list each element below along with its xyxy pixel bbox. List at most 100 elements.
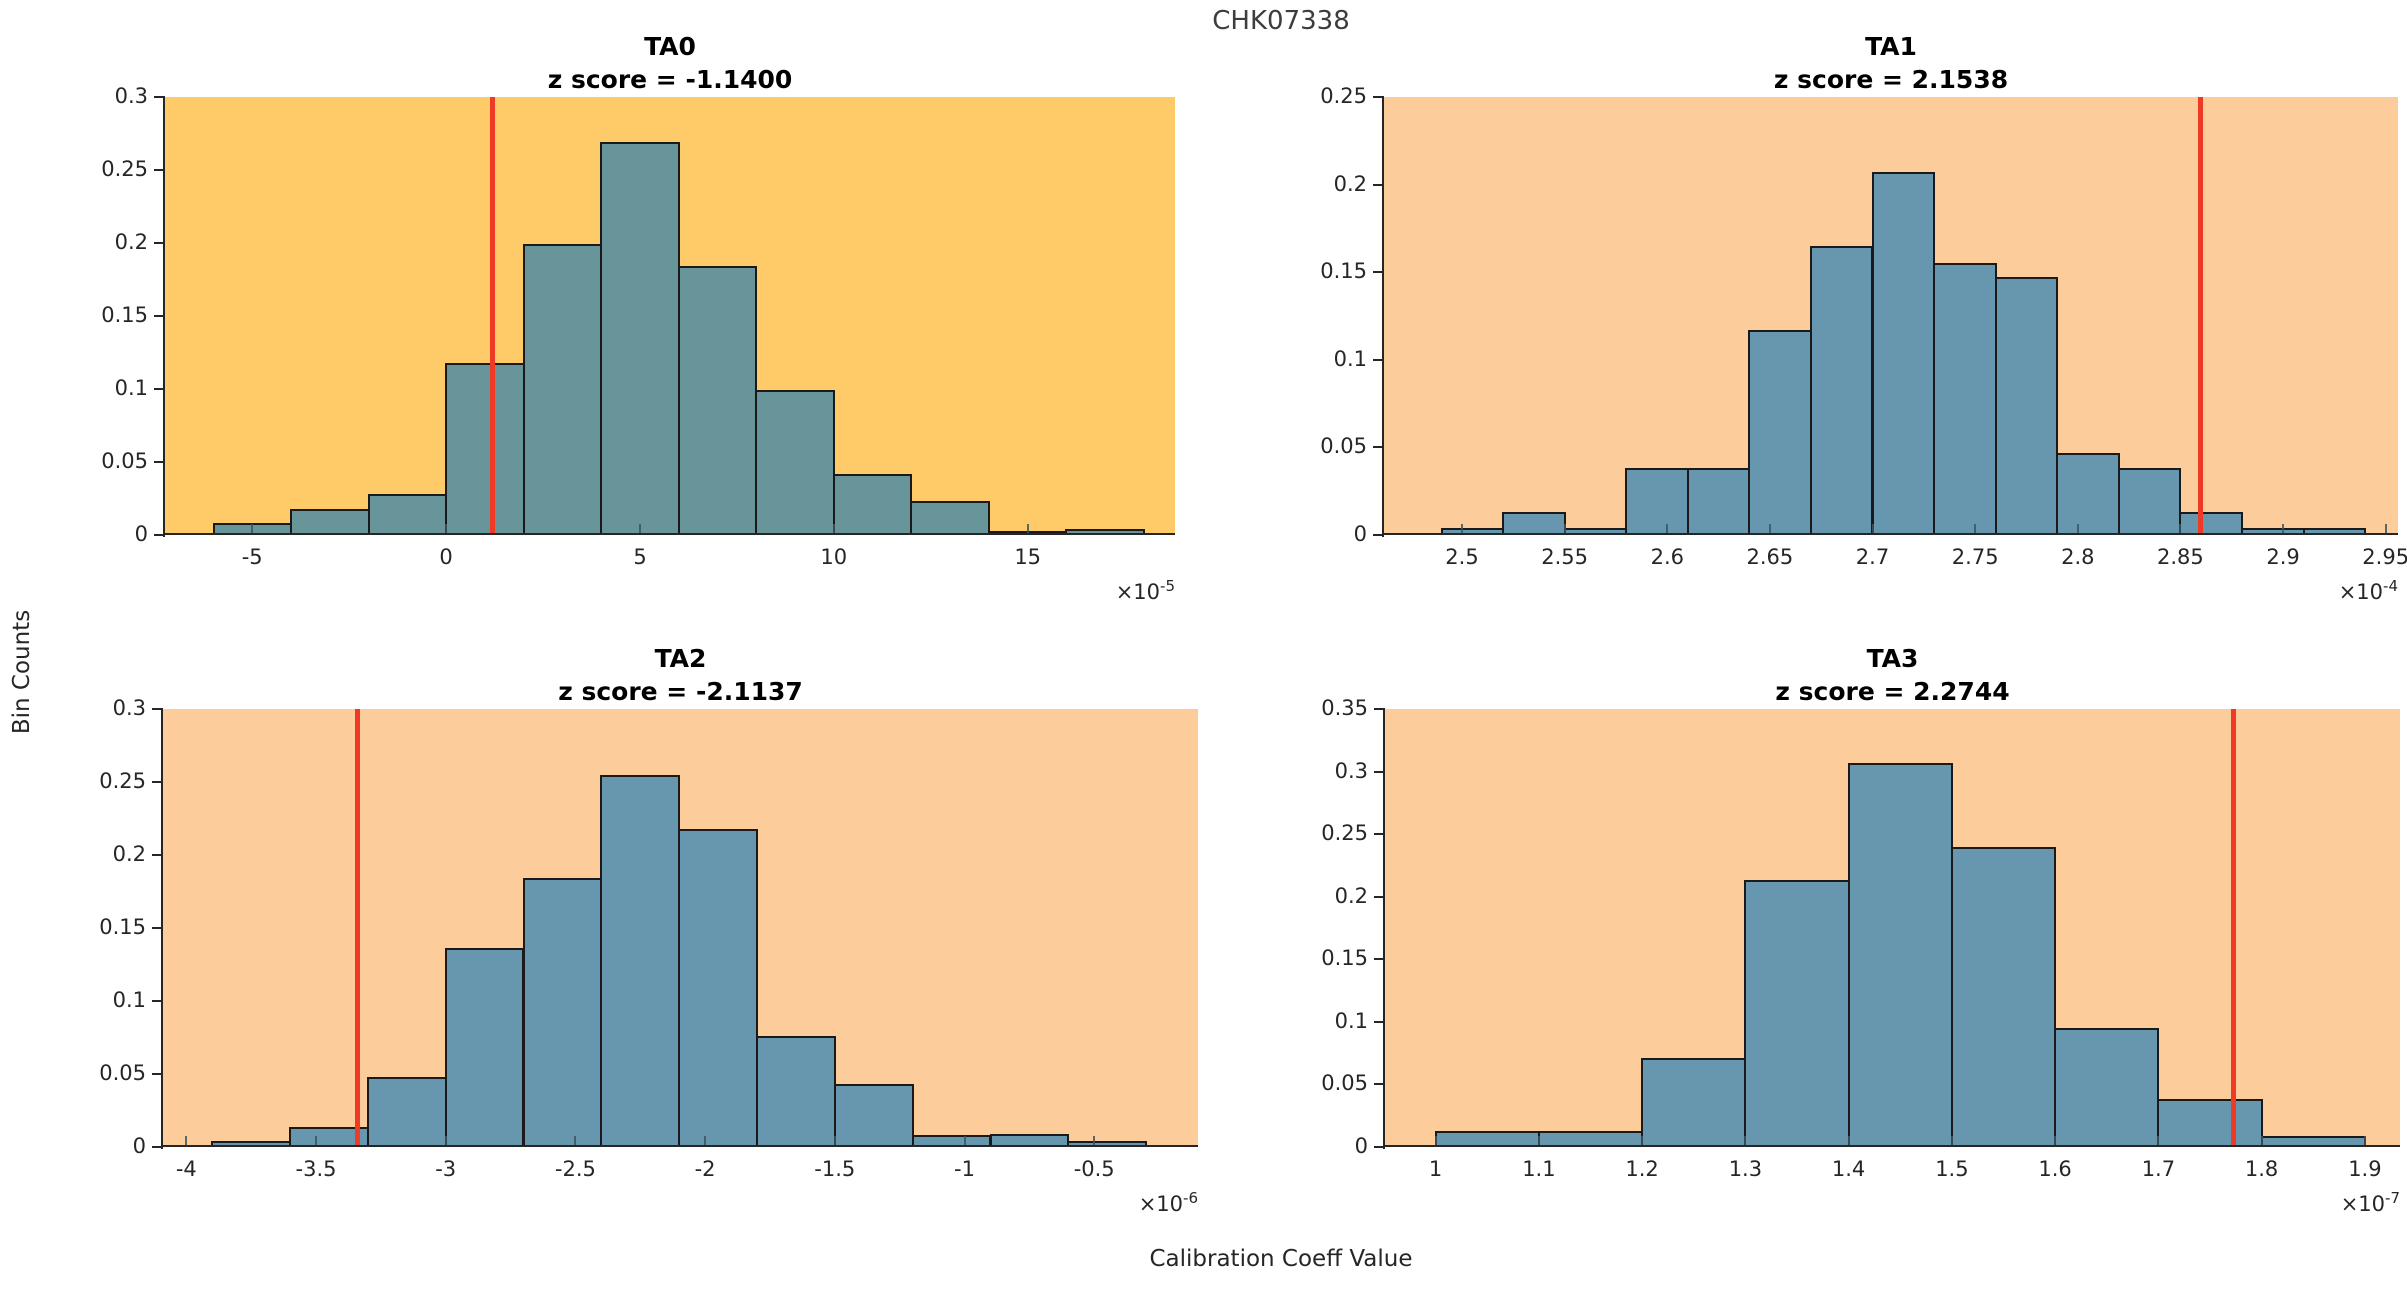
x-tick-mark — [1563, 524, 1566, 535]
x-tick-label: 2.8 — [2061, 545, 2095, 569]
y-tick-label: 0 — [134, 522, 148, 546]
histogram-bar — [522, 244, 603, 535]
y-tick-mark — [152, 781, 163, 783]
x-tick-label: 2.5 — [1445, 545, 1479, 569]
x-tick-label: -1.5 — [814, 1157, 856, 1181]
subplot-ta3-plot: 1 1.1 1.2 1.3 1.4 1.5 1.6 1.7 1.8 1.9 0 0.05 0.1 0.15… — [1321, 696, 2400, 1216]
histogram-bar — [600, 775, 681, 1147]
y-tick-label: 0.3 — [114, 84, 148, 108]
reference-line — [2231, 709, 2237, 1147]
y-tick-label: 0.25 — [99, 769, 146, 793]
subplot-name: TA1 — [1865, 32, 1917, 61]
histogram-bar — [444, 948, 525, 1147]
y-tick-mark — [154, 96, 165, 98]
x-tick-mark — [444, 1136, 447, 1147]
histogram-bar — [522, 878, 603, 1147]
x-tick-label: -1 — [954, 1157, 975, 1181]
x-tick-mark — [185, 1136, 188, 1147]
x-tick-label: 1.5 — [1935, 1157, 1969, 1181]
x-tick-mark — [1744, 1136, 1747, 1147]
reference-line — [2198, 97, 2204, 535]
y-tick-mark — [1373, 534, 1384, 536]
figure-title: CHK07338 — [1212, 6, 1350, 36]
x-tick-mark — [1537, 1136, 1540, 1147]
x-tick-mark — [1950, 1136, 1953, 1147]
y-tick-mark — [1374, 1083, 1385, 1086]
histogram-bar — [2056, 453, 2120, 535]
y-tick-mark — [1373, 183, 1384, 186]
histogram-bar — [677, 266, 758, 535]
x-tick-mark — [574, 1136, 577, 1147]
x-tick-label: 15 — [1014, 545, 1042, 569]
x-tick-mark — [2054, 1136, 2057, 1147]
x-tick-label: 1.9 — [2348, 1157, 2382, 1181]
y-tick-mark — [154, 461, 165, 463]
x-tick-label: 1.1 — [1522, 1157, 1556, 1181]
histogram-bar — [1871, 172, 1936, 535]
x-tick-label: 2.75 — [1951, 545, 1999, 569]
y-tick-label: 0.2 — [112, 842, 146, 866]
histogram-bar — [756, 1036, 836, 1147]
axis-line-left — [1383, 709, 1385, 1149]
y-tick-label: 0.15 — [1321, 946, 1368, 971]
x-tick-mark — [1768, 524, 1771, 535]
histogram-bar — [1502, 512, 1566, 535]
x-tick-label: 2.7 — [1855, 545, 1890, 569]
x-tick-mark — [2363, 1136, 2366, 1147]
x-tick-label: -2.5 — [554, 1157, 596, 1181]
x-axis-label: Calibration Coeff Value — [1149, 1246, 1413, 1272]
x-tick-label: -4 — [175, 1157, 197, 1181]
x-tick-mark — [1461, 524, 1463, 535]
x-tick-label: 1.6 — [2038, 1157, 2072, 1181]
x-tick-label: 1.2 — [1625, 1157, 1659, 1181]
subplot-title-ta2: TA2 z score = -2.1137 — [163, 642, 1198, 708]
x-tick-label: 2.95 — [2362, 545, 2407, 569]
y-tick-mark — [1373, 358, 1384, 361]
x-tick-label: -2 — [694, 1157, 716, 1181]
x-tick-label: 5 — [633, 545, 647, 569]
y-tick-label: 0.15 — [1320, 259, 1367, 284]
y-tick-mark — [154, 169, 165, 171]
y-tick-label: 0.1 — [114, 376, 148, 400]
y-tick-label: 0.3 — [1334, 758, 1368, 783]
y-tick-mark — [152, 1000, 163, 1002]
x-tick-label: -3.5 — [295, 1157, 337, 1181]
x-tick-label: -0.5 — [1073, 1157, 1115, 1181]
histogram-bar — [1641, 1058, 1747, 1147]
axis-line-left — [161, 709, 163, 1149]
histogram-bar — [755, 390, 835, 535]
y-tick-label: 0.2 — [114, 230, 148, 254]
x-tick-label: 1 — [1428, 1157, 1443, 1181]
y-tick-mark — [1373, 271, 1384, 274]
x-tick-label: 2.85 — [2157, 545, 2204, 569]
x-tick-mark — [2260, 1136, 2263, 1147]
x-tick-label: 1.3 — [1728, 1157, 1763, 1181]
x-tick-mark — [1641, 1136, 1644, 1147]
subplot-ta0-plot: -5 0 5 10 15 0 0.05 0.1 0.15 0.2 0.25 0.3 ×10-5 — [101, 84, 1175, 604]
x-tick-label: 2.9 — [2266, 545, 2300, 569]
histogram-bar — [367, 494, 448, 535]
y-tick-label: 0.05 — [99, 1061, 146, 1085]
y-tick-label: 0.1 — [112, 988, 146, 1012]
x-tick-label: 2.55 — [1541, 545, 1588, 569]
subplot-name: TA0 — [644, 32, 696, 61]
axis-line-left — [1382, 97, 1384, 537]
x-tick-mark — [2076, 524, 2079, 535]
x-tick-mark — [315, 1136, 317, 1147]
y-axis-label: Bin Counts — [9, 609, 35, 735]
x-tick-mark — [704, 1136, 707, 1147]
subplot-title-ta1: TA1 z score = 2.1538 — [1384, 30, 2398, 96]
y-tick-mark — [154, 242, 165, 244]
x-tick-label: 0 — [439, 545, 453, 569]
y-tick-mark — [152, 708, 163, 710]
x-tick-mark — [2179, 524, 2182, 535]
subplot-name: TA3 — [1866, 644, 1919, 673]
y-tick-mark — [154, 534, 165, 536]
histogram-bar — [1933, 263, 1997, 535]
x-tick-mark — [1666, 524, 1669, 535]
x-tick-mark — [639, 524, 641, 535]
x-tick-mark — [251, 524, 254, 535]
y-tick-label: 0.15 — [99, 915, 146, 939]
subplot-title-ta0: TA0 z score = -1.1400 — [165, 30, 1175, 96]
